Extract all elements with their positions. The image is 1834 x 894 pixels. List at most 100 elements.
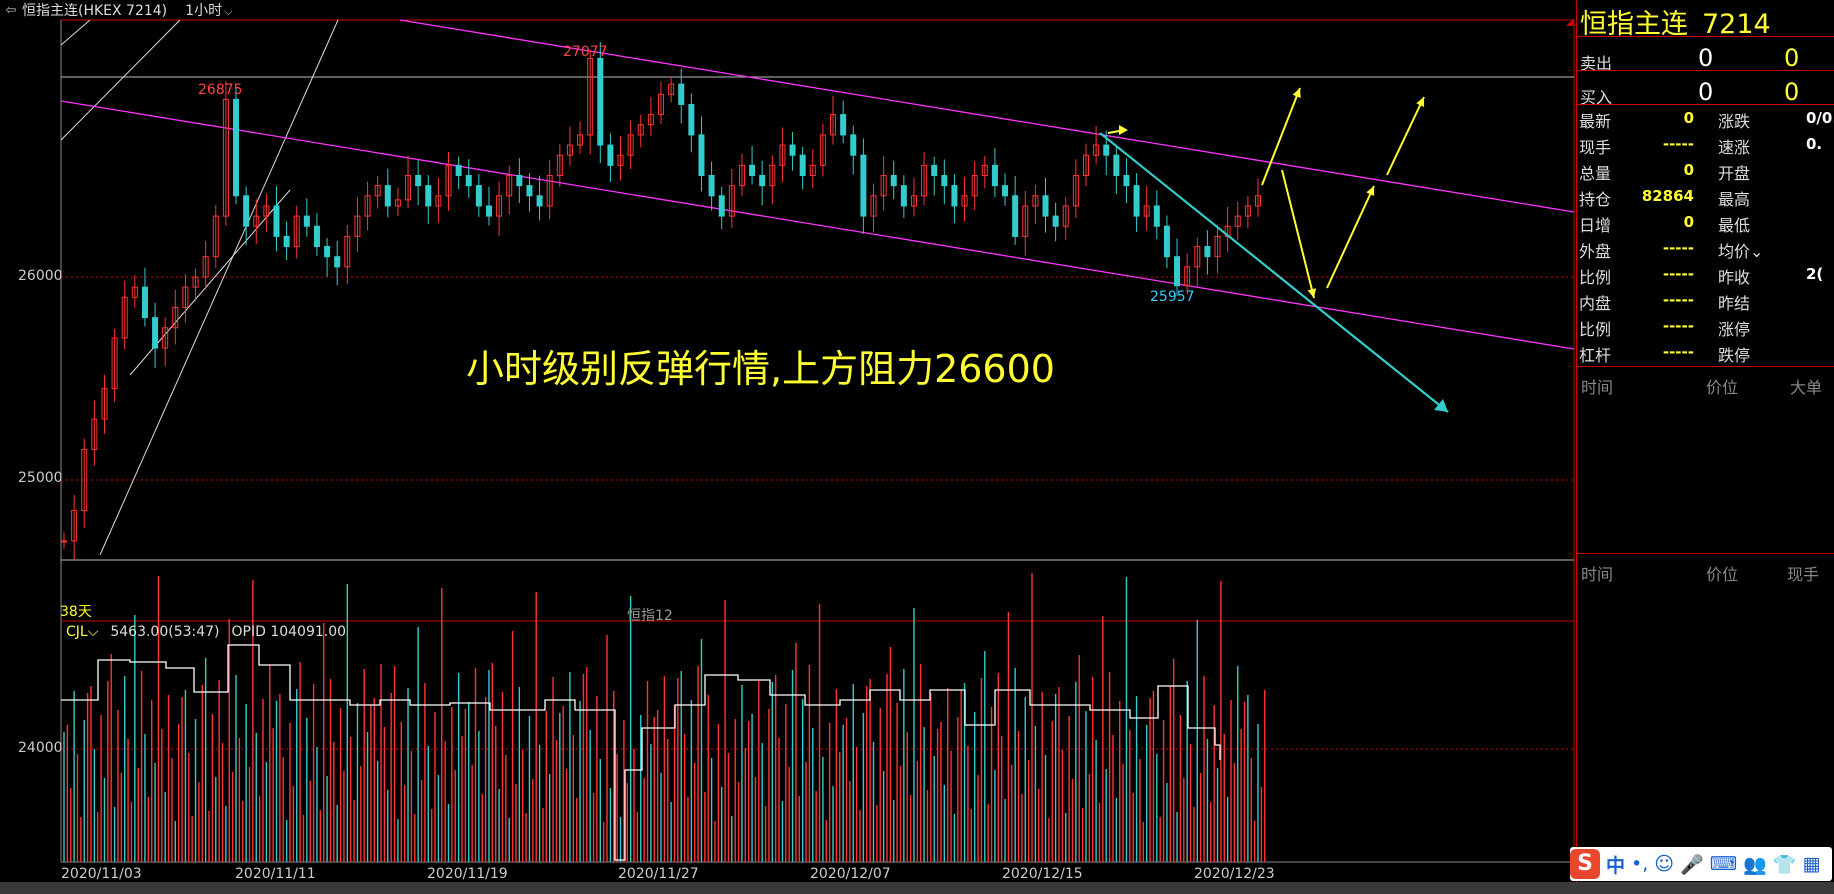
candle-body (121, 296, 128, 339)
channel-lower-line (60, 100, 1575, 350)
quote-row: 持仓 82864 最高 (1576, 184, 1834, 210)
keyboard-icon[interactable]: ⌨ (1709, 853, 1738, 875)
quote-label: 总量 (1579, 164, 1612, 183)
period-selector[interactable]: 1小时 ⌵ (185, 0, 232, 20)
candle-body (192, 276, 199, 288)
candle-body (880, 175, 887, 197)
candle-body (1194, 246, 1201, 268)
candle-body (405, 175, 412, 201)
candle-body (1204, 246, 1211, 258)
trend-line (99, 19, 339, 556)
trend-line (60, 19, 181, 141)
forecast-arrow (1261, 87, 1301, 186)
quote-value: 0. (1806, 135, 1823, 153)
candle-body (384, 185, 391, 207)
volume-header: CJL⌵ 5463.00(53:47) OPID 104091.00 (66, 624, 346, 640)
candle-body (819, 134, 826, 166)
candle-body (698, 134, 705, 176)
price-marker-icon (1566, 18, 1574, 26)
candle-body (718, 195, 725, 217)
candle-body (1052, 215, 1059, 227)
candle-body (850, 134, 857, 156)
quote-label: 持仓 (1579, 190, 1612, 209)
candle-body (172, 306, 179, 329)
sogou-logo-icon[interactable]: S (1570, 849, 1600, 879)
candle-body (961, 195, 968, 207)
candle-body (283, 235, 290, 248)
candle-body (840, 114, 847, 136)
candle-body (303, 215, 310, 227)
orderbook-sell-row: 卖出 0 0 (1580, 44, 1800, 73)
opid-line (61, 644, 1221, 861)
candle-body (1255, 195, 1261, 207)
candle-body (1214, 235, 1221, 258)
candle-body (1234, 215, 1241, 227)
quote-label: 跌停 (1718, 346, 1751, 365)
emoji-icon[interactable]: ☺ (1654, 853, 1675, 875)
arrowhead-icon (1434, 399, 1448, 412)
candle-body (1062, 205, 1069, 227)
trend-line (60, 19, 91, 46)
candle-body (769, 164, 776, 187)
back-arrow-icon[interactable]: ⇦ (5, 2, 17, 18)
date-axis-label: 2020/12/15 (1002, 866, 1083, 882)
volume-axis-label: 24000 (18, 740, 63, 756)
candle-body (1002, 185, 1009, 197)
microphone-icon[interactable]: 🎤 (1680, 853, 1704, 876)
chart-canvas[interactable] (0, 0, 1576, 894)
candle-body (607, 144, 614, 166)
date-axis-label: 2020/11/11 (235, 866, 316, 882)
quote-value: 0 (1683, 213, 1694, 231)
quote-label: 涨跌 (1718, 112, 1751, 131)
channel-upper-line (399, 19, 1575, 213)
divider (1576, 36, 1834, 37)
quote-value: ----- (1662, 135, 1694, 153)
instrument-title[interactable]: 恒指主连(HKEX 7214) (22, 3, 168, 19)
quote-label: 外盘 (1579, 242, 1612, 261)
arrowhead-icon (1307, 288, 1317, 298)
quote-row: 总量 0 开盘 (1576, 158, 1834, 184)
candle-body (313, 225, 320, 248)
candle-body (516, 175, 523, 187)
quote-label: 比例 (1579, 320, 1612, 339)
candle-body (162, 327, 169, 349)
quote-row: 内盘 ----- 昨结 (1576, 288, 1834, 314)
quote-row: 比例 ----- 昨收 2( (1576, 262, 1834, 288)
trough-label: 25957 (1150, 289, 1195, 305)
divider (1576, 104, 1834, 105)
volume-indicator-selector[interactable]: CJL⌵ (66, 624, 99, 640)
price-axis-label: 25000 (18, 470, 63, 486)
quote-label: 现手 (1579, 138, 1612, 157)
candle-body (273, 205, 280, 237)
divider (1576, 70, 1834, 71)
chinese-mode-icon[interactable]: 中 (1606, 854, 1626, 877)
candle-body (212, 215, 219, 258)
candle-body (374, 185, 381, 197)
candle-body (647, 114, 654, 126)
quote-label: 杠杆 (1579, 346, 1612, 365)
candle-body (263, 205, 270, 217)
skin-icon[interactable]: 👕 (1772, 853, 1797, 876)
candle-body (1072, 175, 1079, 207)
candle-body (81, 449, 88, 511)
candle-body (577, 134, 584, 146)
quote-label: 涨停 (1718, 320, 1751, 339)
forecast-arrow (1386, 96, 1425, 176)
volume-value: 5463.00(53:47) (110, 624, 220, 640)
candle-body (536, 195, 543, 207)
candle-body (91, 418, 98, 451)
users-icon[interactable]: 👥 (1743, 853, 1767, 876)
forecast-arrow (1281, 169, 1315, 299)
punctuation-icon[interactable]: •, (1631, 853, 1649, 875)
date-axis-label: 2020/11/03 (61, 866, 142, 882)
ime-toolbar[interactable]: S 中 •, ☺ 🎤 ⌨ 👥 👕 ▦ (1570, 847, 1832, 881)
quote-label: 最新 (1579, 112, 1612, 131)
candle-body (566, 144, 573, 156)
candle-body (890, 175, 897, 187)
candle-body (354, 215, 361, 237)
candle-body (293, 215, 300, 248)
date-axis-label: 2020/12/23 (1194, 866, 1275, 882)
peak-label: 27077 (563, 44, 608, 60)
grid-menu-icon[interactable]: ▦ (1802, 853, 1821, 875)
candle-body (1032, 195, 1039, 207)
